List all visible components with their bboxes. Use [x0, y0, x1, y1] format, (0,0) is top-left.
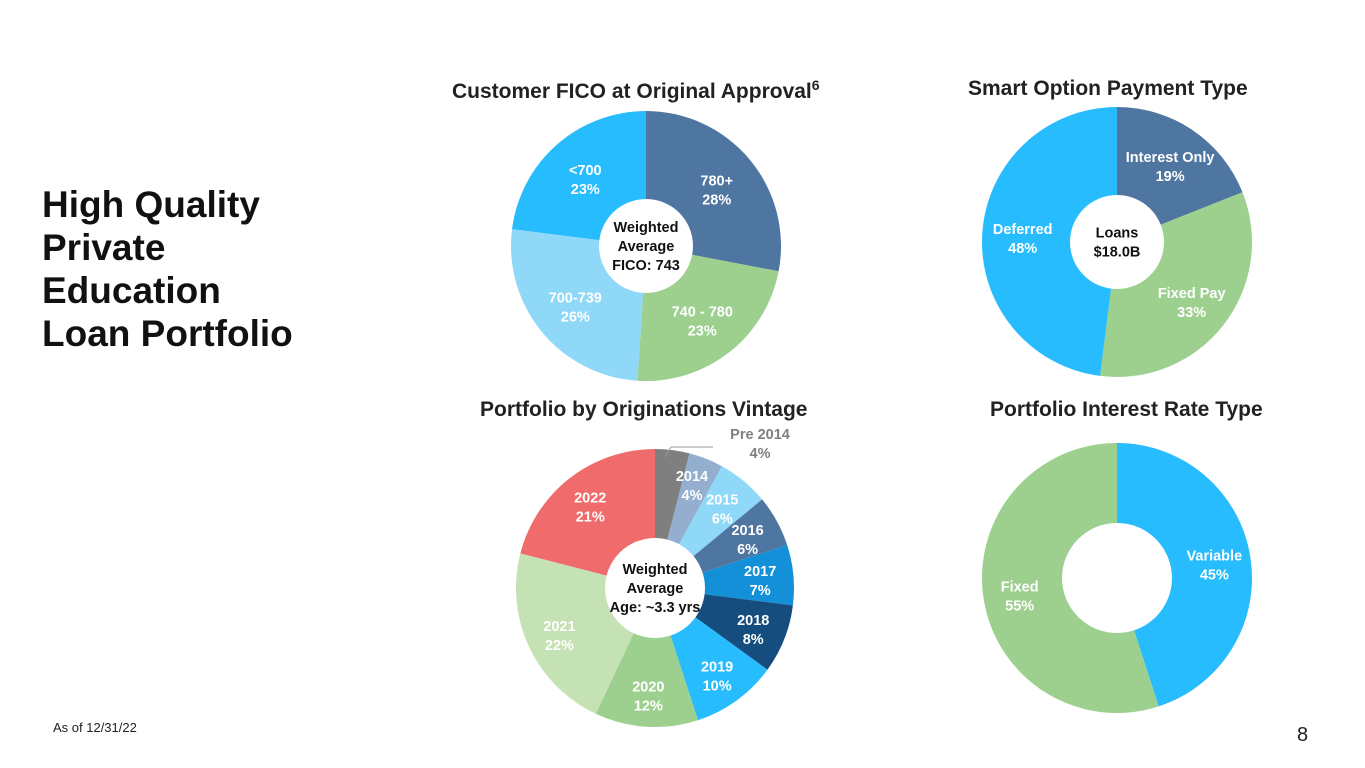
fico-center-text: FICO: 743 [612, 258, 680, 274]
footnote-superscript: 6 [811, 77, 820, 93]
fico-center-text: Average [618, 239, 675, 255]
smart-label: Fixed Pay [1158, 286, 1226, 302]
smart-center-text: $18.0B [1094, 245, 1141, 261]
vintage-center-text: Average [627, 581, 684, 597]
vintage-donut-hole [605, 538, 705, 638]
rate-value-label: 55% [1005, 598, 1034, 614]
fico-label: 780+ [700, 173, 733, 189]
fico-label: 700-739 [549, 291, 602, 307]
smart-slice [981, 107, 1117, 376]
vintage-value-label: 6% [712, 512, 733, 528]
rate-slice [1117, 443, 1252, 707]
leader-line [664, 446, 713, 458]
vintage-label: 2019 [701, 659, 733, 675]
vintage-label: 2017 [744, 564, 776, 580]
vintage-value-label: 12% [634, 698, 663, 714]
fico-value-label: 28% [702, 192, 731, 208]
vintage-label: 2020 [632, 679, 664, 695]
smart-value-label: 33% [1177, 305, 1206, 321]
fico-value-label: 23% [571, 182, 600, 198]
vintage-value-label: 7% [750, 583, 771, 599]
rate-label: Fixed [1001, 579, 1039, 595]
fico-value-label: 23% [688, 324, 717, 340]
smart-label: Interest Only [1126, 150, 1215, 166]
page-number: 8 [1297, 724, 1309, 746]
title-line: Private [42, 227, 166, 268]
smart-chart-title: Smart Option Payment Type [968, 77, 1248, 100]
vintage-value-label: 6% [737, 542, 758, 558]
rate-pie: Variable 45% Fixed 55% [981, 443, 1252, 714]
vintage-label: Pre 2014 [730, 427, 790, 443]
vintage-label: 2021 [543, 619, 575, 635]
rate-value-label: 45% [1200, 568, 1229, 584]
fico-center-text: Weighted [614, 220, 679, 236]
vintage-center-text: Age: ~3.3 yrs [610, 600, 701, 616]
slide-title: High Quality Private Education Loan Port… [42, 183, 362, 355]
fico-title-text: Customer FICO at Original Approval [452, 80, 812, 103]
fico-value-label: 26% [561, 310, 590, 326]
vintage-label: 2015 [706, 493, 738, 509]
vintage-slice [595, 588, 698, 727]
smart-value-label: 48% [1008, 241, 1037, 257]
vintage-chart-title: Portfolio by Originations Vintage [480, 398, 808, 421]
rate-label: Variable [1187, 549, 1243, 565]
vintage-label: 2022 [574, 491, 606, 507]
fico-label: 740 - 780 [672, 305, 733, 321]
fico-donut-hole [599, 199, 693, 293]
vintage-center-text: Weighted [623, 562, 688, 578]
smart-center-text: Loans [1096, 226, 1139, 242]
vintage-value-label: 21% [576, 510, 605, 526]
rate-donut-hole [1062, 523, 1172, 633]
as-of-date: As of 12/31/22 [53, 720, 137, 735]
vintage-value-label: 4% [750, 446, 771, 462]
vintage-value-label: 10% [703, 678, 732, 694]
vintage-value-label: 4% [682, 488, 703, 504]
smart-label: Deferred [993, 222, 1053, 238]
title-line: Loan Portfolio [42, 313, 293, 354]
vintage-label: 2014 [676, 469, 708, 485]
fico-label: <700 [569, 163, 602, 179]
smart-value-label: 19% [1156, 169, 1185, 185]
smart-pie: Interest Only 19% Fixed Pay 33% Deferred 48% L… [981, 107, 1252, 377]
fico-chart-title: Customer FICO at Original Approval6 [452, 77, 820, 104]
fico-pie: 780+ 28% 740 - 780 23% 700-739 26% <700 23% Weig… [510, 110, 781, 381]
vintage-value-label: 8% [743, 632, 764, 648]
fico-slice [512, 110, 646, 246]
vintage-label: 2018 [737, 613, 769, 629]
smart-donut-hole [1070, 195, 1164, 289]
rate-chart-title: Portfolio Interest Rate Type [990, 398, 1263, 421]
title-line: Education [42, 270, 221, 311]
vintage-value-label: 22% [545, 638, 574, 654]
title-line: High Quality [42, 184, 260, 225]
vintage-label: 2016 [731, 523, 763, 539]
